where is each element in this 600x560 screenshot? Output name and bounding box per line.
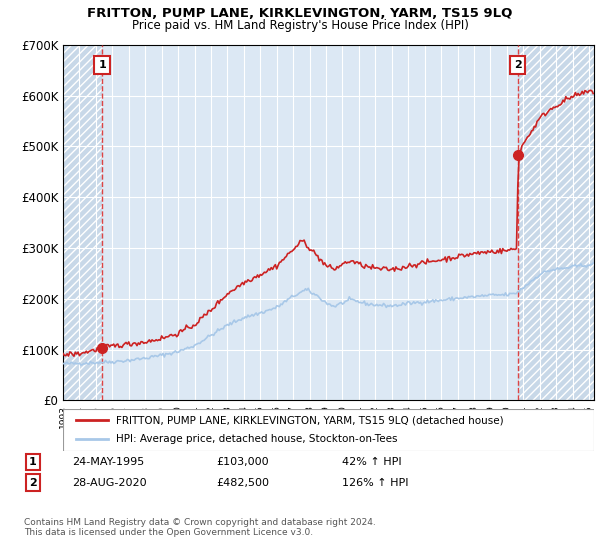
FancyBboxPatch shape <box>63 409 594 451</box>
Text: 1: 1 <box>98 60 106 70</box>
Bar <box>518 45 594 400</box>
Text: 2: 2 <box>514 60 521 70</box>
Text: 2: 2 <box>29 478 37 488</box>
Text: 24-MAY-1995: 24-MAY-1995 <box>72 457 144 467</box>
Text: Price paid vs. HM Land Registry's House Price Index (HPI): Price paid vs. HM Land Registry's House … <box>131 19 469 32</box>
Text: £103,000: £103,000 <box>216 457 269 467</box>
Bar <box>518 45 594 400</box>
Text: FRITTON, PUMP LANE, KIRKLEVINGTON, YARM, TS15 9LQ (detached house): FRITTON, PUMP LANE, KIRKLEVINGTON, YARM,… <box>116 415 504 425</box>
Text: £482,500: £482,500 <box>216 478 269 488</box>
Text: 42% ↑ HPI: 42% ↑ HPI <box>342 457 401 467</box>
Text: FRITTON, PUMP LANE, KIRKLEVINGTON, YARM, TS15 9LQ: FRITTON, PUMP LANE, KIRKLEVINGTON, YARM,… <box>88 7 512 20</box>
Text: 126% ↑ HPI: 126% ↑ HPI <box>342 478 409 488</box>
Text: 28-AUG-2020: 28-AUG-2020 <box>72 478 146 488</box>
Text: HPI: Average price, detached house, Stockton-on-Tees: HPI: Average price, detached house, Stoc… <box>116 435 398 445</box>
Bar <box>63 45 102 400</box>
Bar <box>63 45 102 400</box>
Text: Contains HM Land Registry data © Crown copyright and database right 2024.
This d: Contains HM Land Registry data © Crown c… <box>24 518 376 538</box>
Text: 1: 1 <box>29 457 37 467</box>
